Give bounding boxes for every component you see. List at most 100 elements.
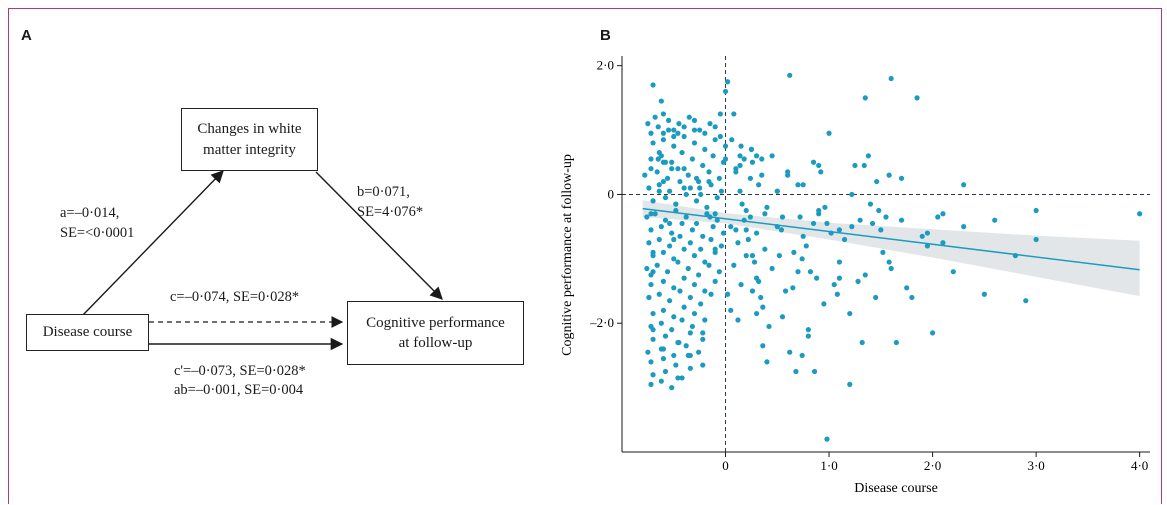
data-point <box>826 130 832 136</box>
data-point <box>708 291 714 297</box>
data-point <box>687 352 693 359</box>
data-point <box>681 166 687 172</box>
data-point <box>738 281 744 288</box>
data-point <box>660 346 667 352</box>
data-point <box>747 175 753 181</box>
data-point <box>861 162 867 169</box>
data-point <box>790 285 796 291</box>
data-point <box>739 201 745 207</box>
data-point <box>718 243 724 249</box>
indirect-effect-label: ab=–0·001, SE=0·004 <box>174 382 304 398</box>
data-point <box>816 162 822 169</box>
data-point <box>660 178 667 185</box>
data-point <box>714 195 720 201</box>
path-b-se: SE=4·076* <box>357 204 424 220</box>
data-point <box>743 227 749 233</box>
data-point <box>683 343 689 349</box>
data-point <box>698 246 704 252</box>
data-point <box>662 333 669 339</box>
data-point <box>919 233 925 239</box>
data-point <box>650 82 656 88</box>
path-a-coefficient: a=–0·014, <box>60 205 120 221</box>
data-point <box>805 327 811 333</box>
data-point <box>650 269 656 275</box>
data-point <box>677 288 683 294</box>
data-point <box>687 294 693 301</box>
data-point <box>760 304 766 310</box>
data-point <box>888 265 894 272</box>
data-point <box>648 227 654 233</box>
data-point <box>658 320 664 326</box>
data-point <box>706 178 712 185</box>
data-point <box>704 211 710 217</box>
data-point <box>683 191 689 198</box>
data-point <box>805 333 811 339</box>
data-point <box>687 365 693 371</box>
data-point <box>681 304 687 310</box>
data-point <box>712 211 718 217</box>
data-point <box>720 230 727 236</box>
data-point <box>799 352 805 359</box>
x-tick-label: 1·0 <box>820 458 837 473</box>
data-point <box>735 317 741 323</box>
data-point <box>749 253 756 259</box>
x-tick-label: 3·0 <box>1027 458 1044 473</box>
data-point <box>660 111 667 117</box>
y-tick-label: –2·0 <box>589 315 614 330</box>
data-point <box>700 336 706 342</box>
data-point <box>961 224 967 230</box>
data-point <box>662 217 669 223</box>
data-point <box>665 117 672 123</box>
outcome-node: Cognitive performance at follow-up <box>347 301 524 365</box>
data-point <box>847 310 853 317</box>
data-point <box>646 294 652 301</box>
data-point <box>935 214 941 220</box>
data-point <box>655 124 661 130</box>
data-point <box>676 339 682 346</box>
data-point <box>652 114 658 120</box>
data-point <box>728 224 734 230</box>
data-point <box>924 243 931 249</box>
path-c-total-label: c=–0·074, SE=0·028* <box>170 289 300 305</box>
data-point <box>650 372 656 378</box>
data-point <box>816 211 822 217</box>
data-point <box>731 111 737 117</box>
data-point <box>648 166 654 172</box>
data-point <box>679 317 685 323</box>
data-point <box>818 169 824 175</box>
path-a-arrow <box>81 170 224 317</box>
data-point <box>800 182 806 188</box>
data-point <box>880 249 886 255</box>
data-point <box>656 188 662 194</box>
data-point <box>741 156 747 162</box>
data-point <box>706 169 712 175</box>
x-tick-label: 0 <box>722 458 729 473</box>
data-point <box>693 175 700 181</box>
data-point <box>652 211 658 217</box>
figure-frame <box>8 8 1162 504</box>
data-point <box>671 236 677 243</box>
panel-b-letter: B <box>600 27 611 44</box>
data-point <box>675 130 681 136</box>
data-point <box>671 285 677 291</box>
data-point <box>675 375 681 381</box>
data-point <box>650 198 656 204</box>
data-point <box>691 117 698 123</box>
data-point <box>656 149 662 156</box>
data-point <box>667 220 673 227</box>
data-point <box>862 95 868 101</box>
data-point <box>706 262 712 268</box>
panel-a-letter: A <box>21 27 32 44</box>
data-point <box>793 368 799 375</box>
data-point <box>702 146 708 152</box>
data-point <box>687 330 693 336</box>
data-point <box>667 243 673 249</box>
data-point <box>725 291 731 297</box>
data-point <box>940 240 946 246</box>
y-axis-label: Cognitive performance at follow-up <box>560 154 575 356</box>
path-a-se: SE=<0·0001 <box>60 225 135 241</box>
data-point <box>693 220 700 227</box>
data-point <box>650 249 656 255</box>
data-point <box>654 262 660 268</box>
